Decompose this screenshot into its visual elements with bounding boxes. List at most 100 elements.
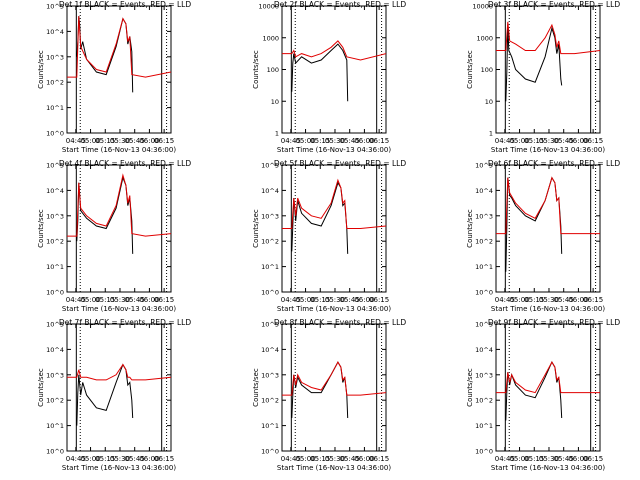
y-tick-label: 10^0 [46, 289, 64, 297]
y-axis-label: Counts/sec [37, 209, 45, 248]
x-tick-label: 05:30 [110, 455, 130, 463]
x-tick-label: 05:00 [80, 296, 100, 304]
x-axis-label: Start Time (16-Nov-13 04:36:00) [277, 305, 391, 313]
x-axis-label: Start Time (16-Nov-13 04:36:00) [62, 146, 176, 154]
lld-series-line [282, 178, 386, 229]
chart-title: Det 3f BLACK = Events, RED = LLD [488, 0, 621, 9]
x-tick-label: 06:00 [568, 455, 588, 463]
plot-frame [495, 164, 601, 293]
chart-panel-4: Det 4f BLACK = Events, RED = LLD04:4505:… [37, 159, 191, 313]
plot-frame [66, 5, 172, 134]
x-tick-label: 05:45 [125, 296, 145, 304]
panels-group: Det 1f BLACK = Events, RED = LLD04:4505:… [37, 0, 620, 472]
y-tick-label: 10^4 [46, 28, 64, 36]
plot-frame [495, 323, 601, 452]
lld-series-line [496, 361, 600, 394]
x-tick-label: 05:15 [524, 137, 544, 145]
lld-series-line [67, 363, 171, 381]
plot-frame [281, 323, 387, 452]
chart-panel-7: Det 7f BLACK = Events, RED = LLD04:4505:… [37, 318, 191, 472]
chart-panel-6: Det 6f BLACK = Events, RED = LLD04:4505:… [466, 159, 620, 313]
chart-title: Det 8f BLACK = Events, RED = LLD [274, 318, 407, 327]
y-tick-label: 1000 [476, 34, 493, 42]
x-tick-label: 05:30 [110, 137, 130, 145]
x-tick-label: 05:00 [509, 137, 529, 145]
y-tick-label: 10^0 [46, 448, 64, 456]
x-tick-label: 04:45 [66, 137, 86, 145]
x-axis-label: Start Time (16-Nov-13 04:36:00) [62, 305, 176, 313]
x-tick-label: 05:30 [539, 137, 559, 145]
y-tick-label: 10^1 [46, 422, 64, 430]
y-tick-label: 10^1 [261, 422, 279, 430]
x-tick-label: 05:30 [539, 296, 559, 304]
x-tick-label: 05:30 [325, 455, 345, 463]
y-tick-label: 10^3 [475, 371, 493, 379]
y-axis-label: Counts/sec [252, 50, 260, 89]
y-tick-label: 10^0 [475, 289, 493, 297]
y-axis-label: Counts/sec [252, 209, 260, 248]
y-tick-label: 10^3 [261, 371, 279, 379]
x-tick-label: 06:15 [369, 137, 389, 145]
x-tick-label: 06:15 [583, 137, 603, 145]
x-tick-label: 06:00 [139, 296, 159, 304]
y-tick-label: 10^3 [46, 212, 64, 220]
x-tick-label: 05:00 [509, 455, 529, 463]
x-tick-label: 04:45 [495, 137, 515, 145]
y-axis-label: Counts/sec [466, 50, 474, 89]
y-axis-label: Counts/sec [466, 209, 474, 248]
x-axis-label: Start Time (16-Nov-13 04:36:00) [491, 464, 605, 472]
chart-panel-1: Det 1f BLACK = Events, RED = LLD04:4505:… [37, 0, 191, 154]
chart-title: Det 6f BLACK = Events, RED = LLD [488, 159, 621, 168]
y-axis-label: Counts/sec [252, 368, 260, 407]
y-tick-label: 10000 [258, 3, 279, 11]
lld-series-line [282, 40, 386, 61]
y-tick-label: 10^1 [46, 104, 64, 112]
events-series-line [505, 24, 563, 102]
x-tick-label: 04:45 [281, 455, 301, 463]
y-tick-label: 100 [267, 66, 279, 74]
chart-panel-2: Det 2f BLACK = Events, RED = LLD04:4505:… [252, 0, 406, 154]
y-tick-label: 10^1 [46, 263, 64, 271]
x-tick-label: 05:00 [80, 455, 100, 463]
y-tick-label: 10^3 [46, 371, 64, 379]
x-tick-label: 05:15 [310, 455, 330, 463]
y-tick-label: 10^4 [261, 346, 279, 354]
chart-title: Det 4f BLACK = Events, RED = LLD [59, 159, 192, 168]
y-tick-label: 10^2 [261, 397, 279, 405]
x-tick-label: 05:15 [95, 455, 115, 463]
x-axis-label: Start Time (16-Nov-13 04:36:00) [62, 464, 176, 472]
x-tick-label: 05:45 [554, 455, 574, 463]
x-tick-label: 06:00 [354, 137, 374, 145]
y-tick-label: 10000 [472, 3, 493, 11]
events-series-line [291, 43, 349, 102]
x-tick-label: 05:45 [340, 455, 360, 463]
plot-frame [66, 323, 172, 452]
x-tick-label: 06:15 [583, 296, 603, 304]
lld-series-line [67, 16, 171, 78]
y-tick-label: 10 [485, 98, 493, 106]
y-tick-label: 10^2 [46, 397, 64, 405]
x-axis-label: Start Time (16-Nov-13 04:36:00) [491, 305, 605, 313]
chart-title: Det 9f BLACK = Events, RED = LLD [488, 318, 621, 327]
events-series-line [76, 363, 134, 426]
y-tick-label: 10^4 [475, 187, 493, 195]
lld-series-line [496, 176, 600, 235]
x-tick-label: 05:00 [509, 296, 529, 304]
y-tick-label: 10^4 [46, 346, 64, 354]
y-tick-label: 100 [481, 66, 493, 74]
x-tick-label: 05:45 [554, 296, 574, 304]
y-tick-label: 10^2 [46, 79, 64, 87]
y-tick-label: 10^0 [261, 289, 279, 297]
lld-series-line [67, 173, 171, 237]
x-tick-label: 05:45 [340, 296, 360, 304]
x-tick-label: 06:15 [154, 296, 174, 304]
y-tick-label: 10^5 [46, 321, 64, 329]
y-tick-label: 10^2 [475, 238, 493, 246]
y-tick-label: 10^2 [475, 397, 493, 405]
x-tick-label: 06:00 [354, 296, 374, 304]
x-tick-label: 06:15 [583, 455, 603, 463]
y-tick-label: 10^5 [46, 3, 64, 11]
x-tick-label: 05:15 [95, 296, 115, 304]
x-tick-label: 05:15 [310, 296, 330, 304]
x-tick-label: 04:45 [66, 455, 86, 463]
